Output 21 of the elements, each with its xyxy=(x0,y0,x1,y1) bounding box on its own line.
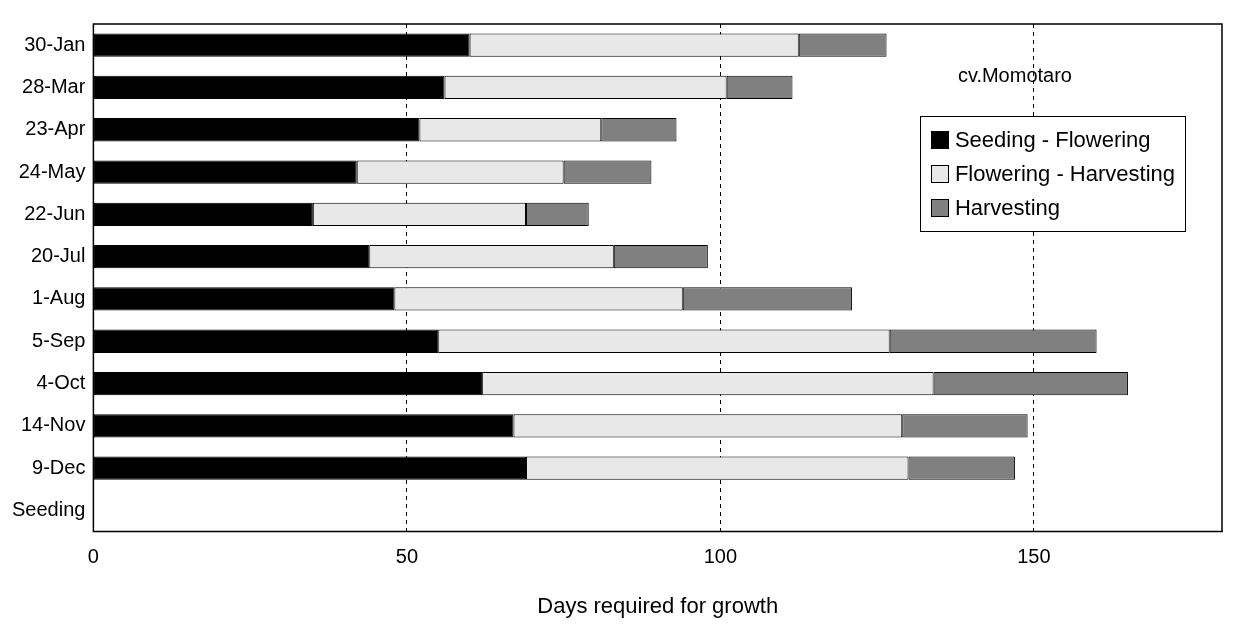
annotation: cv.Momotaro xyxy=(957,63,1072,86)
y-tick-label: 20-Jul xyxy=(30,244,86,267)
y-tick-label: 5-Sep xyxy=(32,328,86,351)
y-tick-label: 23-Apr xyxy=(25,117,86,140)
y-tick-label: 24-May xyxy=(18,159,86,182)
y-tick-label: Seeding xyxy=(11,497,86,520)
legend-label: Flowering - Harvesting xyxy=(954,160,1175,188)
y-tick-label: 22-Jun xyxy=(24,201,86,224)
legend-label: Harvesting xyxy=(954,194,1061,222)
x-tick-label: 0 xyxy=(87,545,99,568)
y-tick-label: 30-Jan xyxy=(24,32,86,55)
y-tick-label: 4-Oct xyxy=(36,371,86,394)
y-tick-label: 28-Mar xyxy=(22,74,86,97)
y-tick-label: 1-Aug xyxy=(32,286,86,309)
y-tick-label: 14-Nov xyxy=(20,413,86,436)
x-tick-label: 100 xyxy=(703,545,738,568)
x-axis-title: Days required for growth xyxy=(537,592,779,618)
x-tick-label: 50 xyxy=(395,545,419,568)
legend-label: Seeding - Flowering xyxy=(954,126,1151,154)
y-tick-label: 9-Dec xyxy=(32,455,86,478)
x-tick-label: 150 xyxy=(1017,545,1051,568)
